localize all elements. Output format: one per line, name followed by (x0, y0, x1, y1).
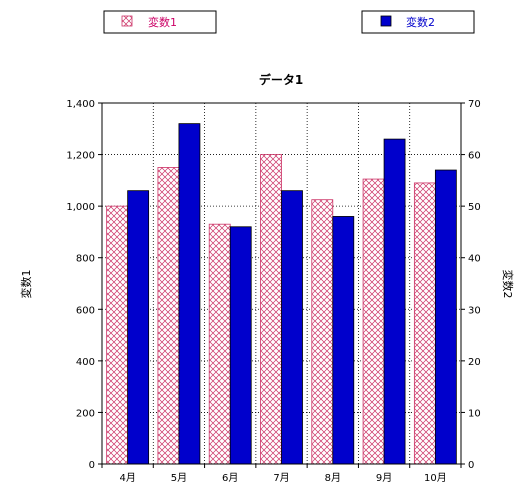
x-tick-label: 9月 (376, 472, 392, 484)
y-tick-label-right: 10 (468, 408, 481, 419)
bar-series1 (208, 223, 231, 465)
y-axis-label-left: 変数1 (19, 270, 33, 299)
x-tick-label: 6月 (222, 472, 238, 484)
y-tick-label-right: 20 (468, 357, 481, 368)
bar-series1 (311, 199, 334, 465)
x-tick-label: 4月 (119, 472, 135, 484)
bar-series2 (332, 216, 355, 465)
chart-title: データ1 (259, 72, 303, 87)
y-tick-label-right: 0 (468, 460, 474, 471)
legend-item-series2: 変数2 (361, 10, 475, 34)
axes: 0 200 400 600 800 1,000 1,200 1,400 0 10 20 30 40 50 6… (66, 99, 480, 484)
bar-series2 (229, 226, 252, 465)
y-tick-label-left: 200 (76, 408, 95, 419)
bar-series2 (178, 123, 201, 465)
y-tick-label-left: 400 (76, 357, 95, 368)
x-tick-label: 10月 (424, 472, 447, 484)
bar-series1 (157, 167, 180, 465)
legend-swatch-series1 (121, 15, 133, 27)
y-tick-label-left: 0 (89, 460, 95, 471)
y-tick-label-right: 70 (468, 99, 481, 110)
bar-series2 (281, 190, 303, 465)
y-tick-label-left: 600 (76, 305, 95, 316)
legend-swatch-series2 (380, 15, 392, 27)
plot-border (101, 102, 462, 465)
x-tick-label: 7月 (273, 472, 289, 484)
y-axis-label-right: 変数2 (501, 270, 515, 299)
legend-label-series2: 変数2 (406, 15, 435, 29)
bar-series1 (106, 205, 129, 465)
y-tick-label-left: 1,000 (66, 202, 95, 213)
x-tick-label: 8月 (325, 472, 341, 484)
y-tick-label-right: 40 (468, 254, 481, 265)
y-tick-label-right: 60 (468, 151, 481, 162)
y-tick-label-left: 1,200 (66, 151, 95, 162)
y-tick-label-right: 50 (468, 202, 481, 213)
y-tick-label-left: 1,400 (66, 99, 95, 110)
bar-series1 (362, 178, 385, 465)
y-tick-label-right: 30 (468, 305, 481, 316)
bar-series1 (413, 182, 436, 465)
bar-series1 (260, 154, 282, 465)
bar-series2 (383, 138, 406, 465)
bar-series2 (127, 190, 150, 465)
legend-item-series1: 変数1 (103, 10, 217, 34)
x-tick-label: 5月 (171, 472, 187, 484)
y-tick-label-left: 800 (76, 254, 95, 265)
bars (106, 123, 457, 465)
bar-series2 (434, 169, 457, 465)
legend-label-series1: 変数1 (148, 15, 177, 29)
